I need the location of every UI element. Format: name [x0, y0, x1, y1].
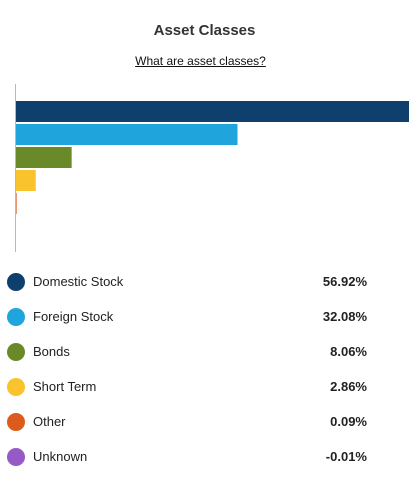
legend-percentage: 56.92%	[322, 274, 367, 289]
legend-color-dot-icon	[7, 343, 25, 361]
legend-color-dot-icon	[7, 273, 25, 291]
legend-percentage: 32.08%	[322, 309, 367, 324]
legend-item-short-term[interactable]: Short Term 2.86%	[0, 369, 409, 404]
legend-color-dot-icon	[7, 413, 25, 431]
asset-classes-help-link[interactable]: What are asset classes?	[135, 54, 266, 68]
legend-label: Short Term	[33, 379, 97, 394]
asset-class-bar-chart	[15, 84, 409, 252]
legend-item-other[interactable]: Other 0.09%	[0, 404, 409, 439]
bar-foreign-stock[interactable]	[16, 124, 238, 145]
legend-item-unknown[interactable]: Unknown -0.01%	[0, 439, 409, 474]
legend-item-bonds[interactable]: Bonds 8.06%	[0, 334, 409, 369]
legend-label: Unknown	[33, 449, 88, 464]
legend-color-dot-icon	[7, 378, 25, 396]
bar-domestic-stock[interactable]	[16, 101, 409, 122]
legend-item-domestic-stock[interactable]: Domestic Stock 56.92%	[0, 264, 409, 299]
legend-percentage: 8.06%	[330, 344, 367, 359]
bar-other[interactable]	[16, 193, 17, 214]
bar-bonds[interactable]	[16, 147, 72, 168]
page-title: Asset Classes	[153, 22, 256, 39]
bar-short-term[interactable]	[16, 170, 36, 191]
legend-color-dot-icon	[7, 308, 25, 326]
legend-percentage: 0.09%	[330, 414, 367, 429]
legend-color-dot-icon	[7, 448, 25, 466]
legend-label: Other	[33, 414, 66, 429]
legend-percentage: 2.86%	[330, 379, 367, 394]
asset-class-legend: Domestic Stock 56.92% Foreign Stock 32.08% B…	[0, 264, 409, 474]
legend-label: Domestic Stock	[33, 274, 124, 289]
legend-label: Bonds	[33, 344, 70, 359]
bar-chart-svg	[15, 84, 409, 252]
legend-item-foreign-stock[interactable]: Foreign Stock 32.08%	[0, 299, 409, 334]
legend-label: Foreign Stock	[33, 309, 114, 324]
legend-percentage: -0.01%	[325, 449, 367, 464]
